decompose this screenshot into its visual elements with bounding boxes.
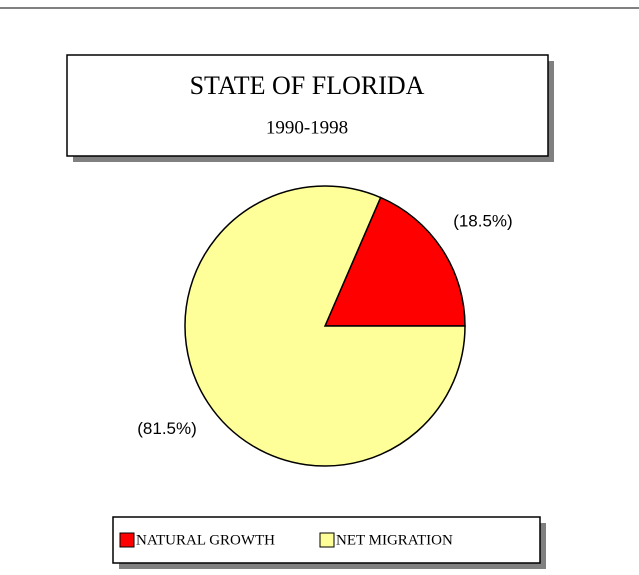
chart-subtitle: 1990-1998: [266, 117, 348, 138]
legend: NATURAL GROWTH NET MIGRATION: [119, 532, 453, 548]
pie: (18.5%) (81.5%): [137, 185, 513, 467]
pie-slice: [323, 196, 466, 327]
title-box: [66, 54, 549, 157]
slice-label: (81.5%): [137, 419, 197, 438]
legend-swatch: [119, 532, 135, 548]
slice-label: (18.5%): [453, 212, 513, 231]
chart-title: STATE OF FLORIDA: [190, 71, 425, 100]
legend-swatch: [319, 532, 335, 548]
legend-label: NATURAL GROWTH: [136, 532, 275, 548]
legend-label: NET MIGRATION: [336, 532, 453, 548]
pie-slice: [184, 185, 466, 467]
